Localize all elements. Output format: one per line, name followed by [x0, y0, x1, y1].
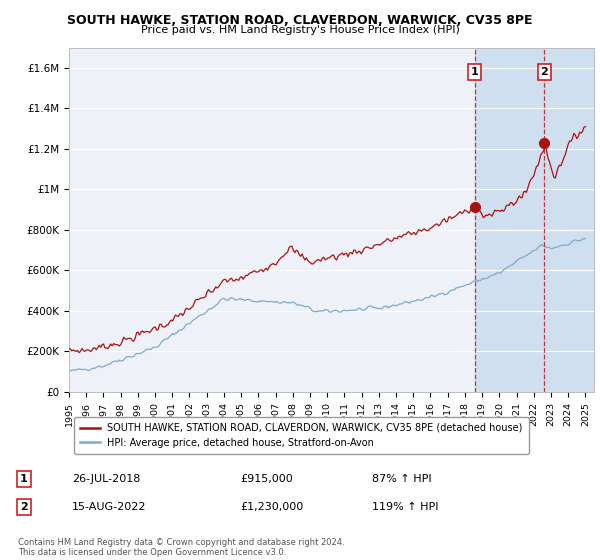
Text: 26-JUL-2018: 26-JUL-2018: [72, 474, 140, 484]
Text: £1,230,000: £1,230,000: [240, 502, 303, 512]
Text: Contains HM Land Registry data © Crown copyright and database right 2024.
This d: Contains HM Land Registry data © Crown c…: [18, 538, 344, 557]
Legend: SOUTH HAWKE, STATION ROAD, CLAVERDON, WARWICK, CV35 8PE (detached house), HPI: A: SOUTH HAWKE, STATION ROAD, CLAVERDON, WA…: [74, 417, 529, 454]
Bar: [544, 48, 594, 392]
Text: 1: 1: [471, 67, 479, 77]
Text: £915,000: £915,000: [240, 474, 293, 484]
Text: SOUTH HAWKE, STATION ROAD, CLAVERDON, WARWICK, CV35 8PE: SOUTH HAWKE, STATION ROAD, CLAVERDON, WA…: [67, 14, 533, 27]
Text: 87% ↑ HPI: 87% ↑ HPI: [372, 474, 431, 484]
Text: 2: 2: [20, 502, 28, 512]
Text: 1: 1: [20, 474, 28, 484]
Bar: [475, 48, 544, 392]
Text: Price paid vs. HM Land Registry's House Price Index (HPI): Price paid vs. HM Land Registry's House …: [140, 25, 460, 35]
Text: 2: 2: [541, 67, 548, 77]
Text: 119% ↑ HPI: 119% ↑ HPI: [372, 502, 439, 512]
Text: 15-AUG-2022: 15-AUG-2022: [72, 502, 146, 512]
